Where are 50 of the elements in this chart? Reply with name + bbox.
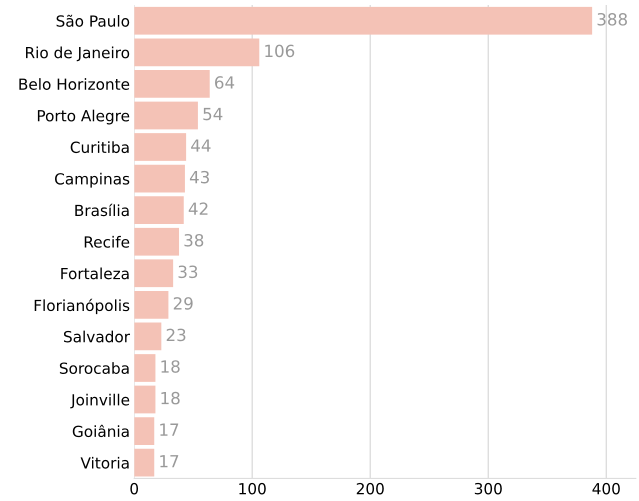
data-label: 44	[191, 139, 211, 152]
data-label: 17	[160, 455, 178, 468]
x-tick-label: 300	[474, 482, 502, 494]
data-label: 106	[265, 44, 294, 58]
y-tick-label: Goiânia	[72, 424, 129, 438]
y-tick-label: Salvador	[64, 330, 130, 342]
bar	[134, 164, 185, 192]
y-tick-label: Campinas	[55, 172, 130, 188]
data-label: 54	[203, 108, 222, 120]
data-label: 18	[161, 360, 180, 373]
y-tick-label: São Paulo	[56, 14, 130, 27]
bar	[134, 259, 174, 288]
y-tick-label: Fortaleza	[61, 267, 129, 280]
bar	[134, 354, 156, 382]
bar	[134, 228, 180, 256]
bar	[134, 6, 592, 35]
bar	[134, 38, 260, 66]
bar	[134, 70, 210, 98]
data-label: 388	[598, 13, 627, 26]
bar	[134, 417, 154, 445]
x-tick-label: 0	[130, 482, 138, 494]
data-label: 38	[184, 234, 204, 247]
bar	[134, 448, 154, 477]
x-tick-label: 100	[239, 482, 266, 494]
y-tick-label: Porto Alegre	[38, 110, 130, 124]
data-label: 42	[188, 202, 208, 215]
y-tick-label: Joinville	[70, 394, 130, 408]
bar	[134, 196, 184, 224]
data-label: 23	[166, 328, 186, 342]
y-tick-label: Rio de Janeiro	[26, 46, 130, 62]
bar	[134, 290, 168, 319]
y-tick-label: Brasília	[75, 204, 129, 216]
x-tick-label: 400	[592, 482, 620, 494]
y-tick-label: Curitiba	[70, 141, 129, 154]
y-tick-label: Florianópolis	[34, 298, 130, 314]
bar	[134, 102, 198, 130]
data-label: 64	[215, 76, 234, 89]
y-tick-label: Recife	[84, 236, 130, 248]
y-tick-label: Belo Horizonte	[19, 78, 130, 90]
data-label: 33	[178, 266, 198, 278]
bar	[134, 322, 162, 350]
data-label: 18	[161, 392, 180, 404]
y-tick-label: Sorocaba	[60, 362, 129, 374]
x-tick-label: 200	[356, 482, 384, 494]
bar	[134, 133, 186, 161]
bar	[134, 386, 156, 414]
y-tick-label: Vitoria	[80, 456, 129, 469]
data-label: 29	[174, 297, 193, 310]
data-label: 43	[190, 170, 209, 184]
data-label: 17	[160, 424, 178, 436]
